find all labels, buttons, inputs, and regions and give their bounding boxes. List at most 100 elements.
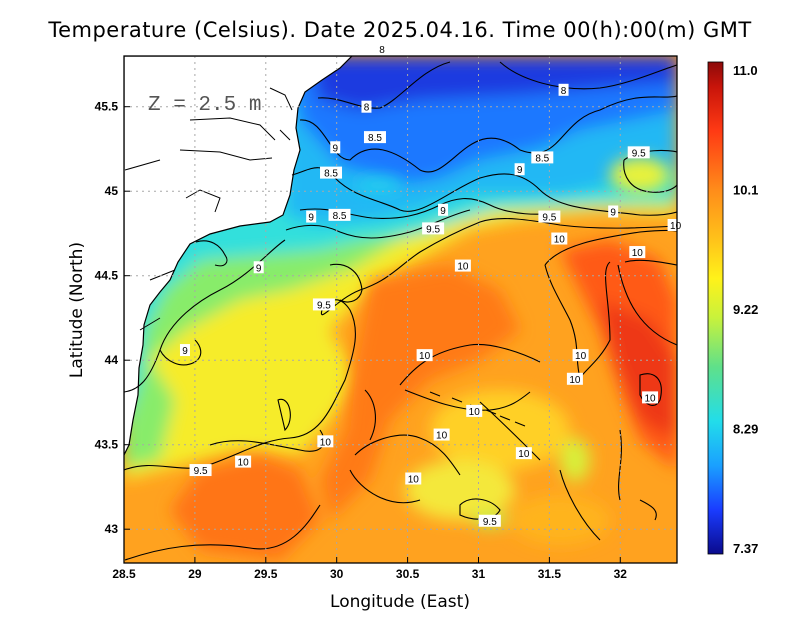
contour-label-bg: [551, 232, 568, 245]
contour-label: 10: [632, 248, 644, 259]
x-tick-label: 31: [472, 567, 486, 581]
land-boundaries: [124, 87, 293, 331]
contour-label-bg: [361, 100, 372, 113]
colorbar-ticks: 11.0 10.1 9.22 8.29 7.37: [733, 63, 758, 556]
colorbar-tick-label: 9.22: [733, 302, 758, 317]
contour-label: 9: [440, 206, 446, 217]
x-tick-label: 30: [330, 567, 344, 581]
contour-label-bg: [377, 43, 388, 56]
x-tick-label: 29.5: [254, 567, 278, 581]
contour-label-bg: [433, 428, 450, 441]
map-frame: [123, 55, 678, 564]
x-tick-label: 30.5: [396, 567, 420, 581]
x-tick-label: 29: [188, 567, 202, 581]
y-tick-label: 43.5: [95, 438, 119, 452]
contour-label: 8.5: [324, 169, 338, 180]
contour-label: 9.5: [632, 148, 646, 159]
contour-label: 10: [419, 351, 431, 362]
contour-label-bg: [438, 203, 449, 216]
contour-label: 10: [469, 407, 481, 418]
contour-label: 10: [644, 393, 656, 404]
contour-label-bg: [466, 404, 483, 417]
contour-label-bg: [454, 259, 471, 272]
contour-label-bg: [306, 210, 317, 223]
contour-label: 8.5: [535, 153, 549, 164]
y-axis-label: Latitude (North): [67, 242, 87, 378]
y-tick-label: 44: [105, 353, 119, 367]
contour-label: 10: [575, 351, 587, 362]
contour-label: 9: [182, 346, 188, 357]
contour-label: 10: [408, 475, 420, 486]
contour-label-bg: [422, 222, 445, 235]
contour-label-bg: [363, 131, 386, 144]
contour-label: 9: [308, 213, 314, 224]
contour-label: 8: [561, 86, 567, 97]
colorbar-tick-label: 7.37: [733, 541, 758, 556]
contour-label-bg: [627, 146, 650, 159]
contour-label: 10: [670, 221, 682, 232]
depth-label: Z = 2.5 m: [148, 94, 261, 117]
graticule: [124, 56, 677, 563]
y-tick-label: 45.5: [95, 100, 119, 114]
contour-label: 9: [256, 263, 262, 274]
contour-label-bg: [558, 83, 569, 96]
contour-label: 8.5: [368, 133, 382, 144]
colorbar-tick-label: 11.0: [733, 63, 758, 78]
contour-label-bg: [317, 435, 334, 448]
contour-label-bg: [312, 298, 335, 311]
contour-label-bg: [538, 210, 561, 223]
map-title: Temperature (Celsius). Date 2025.04.16. …: [48, 18, 752, 42]
y-tick-label: 43: [105, 522, 119, 536]
contour-label-bg: [531, 151, 554, 164]
x-tick-label: 28.5: [112, 567, 136, 581]
contour-label: 8: [379, 45, 385, 56]
contour-label: 10: [436, 431, 448, 442]
contour-label: 8: [364, 103, 370, 114]
contour-label-bg: [642, 391, 659, 404]
contour-label: 10: [238, 458, 250, 469]
contour-label: 9.5: [426, 224, 440, 235]
x-axis-label: Longitude (East): [330, 592, 470, 612]
contour-label-bg: [629, 246, 646, 259]
contour-label: 10: [320, 437, 332, 448]
contour-label: 9: [332, 143, 338, 154]
contour-label: 9.5: [483, 517, 497, 528]
contour-label: 10: [457, 262, 469, 273]
x-tick-label: 32: [614, 567, 628, 581]
contour-label: 9.5: [194, 466, 208, 477]
contour-label: 9: [610, 207, 616, 218]
contour-label-bg: [608, 205, 619, 218]
contour-label-bg: [235, 455, 252, 468]
contour-label-bg: [572, 349, 589, 362]
contour-label-bg: [189, 464, 212, 477]
contour-label-bg: [478, 514, 501, 527]
y-tick-label: 45: [105, 184, 119, 198]
contour-label-bg: [515, 447, 532, 460]
contour-label-bg: [416, 349, 433, 362]
colorbar-tick-label: 8.29: [733, 422, 758, 437]
contour-label-bg: [330, 141, 341, 154]
contour-label-bg: [667, 219, 684, 231]
contour-label-bg: [566, 372, 583, 385]
contour-label: 9.5: [317, 300, 331, 311]
contour-label: 10: [569, 375, 581, 386]
contour-label-bg: [328, 208, 351, 221]
colorbar-tick-label: 10.1: [733, 183, 758, 198]
contour-label-bg: [253, 261, 264, 274]
contour-label: 10: [518, 449, 530, 460]
y-tick-label: 44.5: [95, 269, 119, 283]
x-tick-label: 31.5: [538, 567, 562, 581]
contour-label-bg: [405, 472, 422, 485]
contour-label: 9.5: [542, 213, 556, 224]
x-axis-ticks: 28.5 29 29.5 30 30.5 31 31.5 32: [112, 557, 627, 581]
contour-label-bg: [514, 163, 525, 176]
colorbar: [707, 61, 724, 555]
contour-label: 10: [554, 235, 566, 246]
contour-label-bg: [179, 344, 190, 357]
contour-label-bg: [320, 166, 343, 179]
contour-label: 8.5: [333, 211, 347, 222]
y-axis-ticks: 45.5 45 44.5 44 43.5 43: [95, 100, 130, 536]
contour-label: 9: [517, 165, 523, 176]
